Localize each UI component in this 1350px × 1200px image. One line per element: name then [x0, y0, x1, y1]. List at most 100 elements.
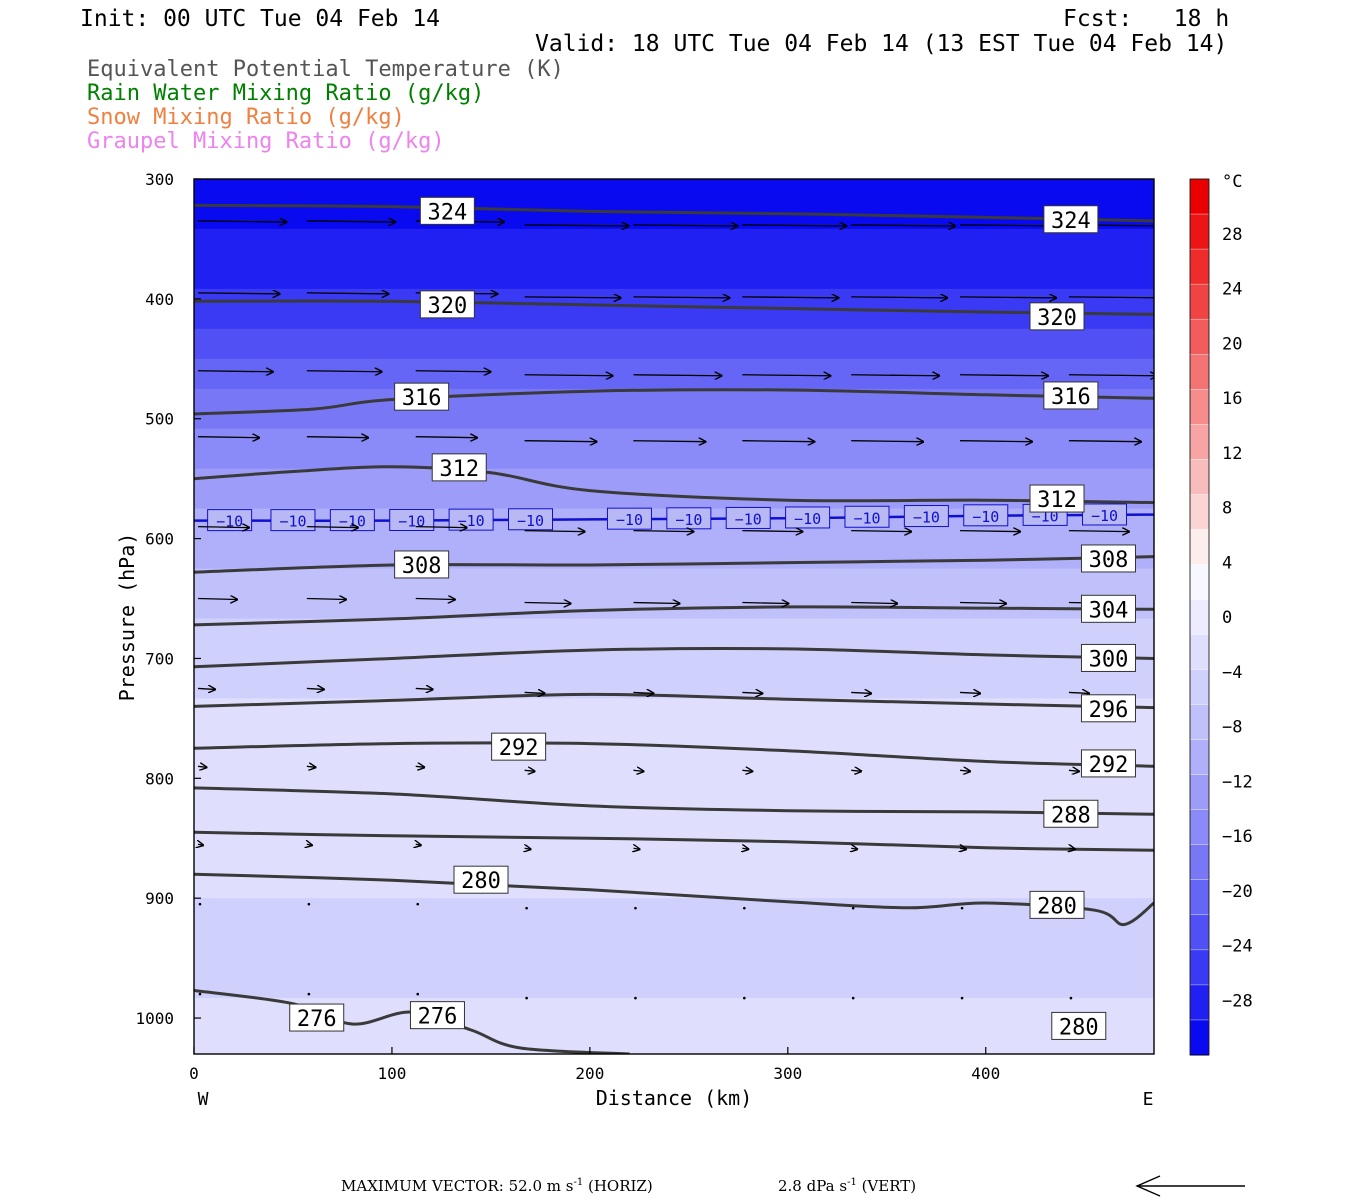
- wind-vector: [742, 225, 846, 226]
- theta-e-label: 304: [1089, 598, 1129, 623]
- theta-e-contour-308: [194, 555, 1154, 574]
- temperature-band: [194, 668, 1154, 680]
- wind-vector: [415, 371, 491, 372]
- theta-e-label: 324: [427, 200, 467, 225]
- east-label: E: [1143, 1089, 1154, 1110]
- wind-vector: [307, 902, 311, 906]
- theta-e-label-box: [289, 1003, 345, 1032]
- colorbar-tick-label: −28: [1222, 991, 1253, 1011]
- wind-vector: [742, 848, 748, 849]
- legend-rain-water: Rain Water Mixing Ratio (g/kg): [87, 81, 485, 106]
- theta-e-label: 276: [418, 1005, 458, 1030]
- wind-vector: [1068, 531, 1129, 532]
- temperature-band: [194, 498, 1154, 510]
- wind-vector: [198, 844, 203, 845]
- wind-vector: [960, 692, 980, 693]
- wind-vector: [851, 441, 923, 442]
- wind-vector: [633, 692, 653, 693]
- temperature-band: [194, 928, 1154, 939]
- theta-e-label-box: [1080, 749, 1136, 778]
- wind-vector: [960, 906, 964, 910]
- wind-vector: [743, 996, 746, 1000]
- isotherm-label: −10: [735, 510, 762, 528]
- temperature-band: [194, 648, 1154, 660]
- y-tick-label: 700: [145, 649, 174, 668]
- colorbar-swatch: [1189, 634, 1210, 671]
- wind-vector: [197, 293, 280, 294]
- wind-vector: [851, 603, 897, 604]
- temperature-band: [194, 848, 1154, 859]
- isotherm-label-box: [270, 509, 316, 532]
- wind-vector: [633, 770, 643, 771]
- wind-vector: [416, 902, 420, 906]
- colorbar-swatch: [1189, 564, 1210, 601]
- theta-e-label-box: [1029, 302, 1085, 331]
- colorbar-tick-label: 0: [1222, 608, 1232, 628]
- temperature-band: [194, 808, 1154, 820]
- west-label: W: [198, 1089, 209, 1110]
- theta-e-contour-316: [194, 388, 1154, 416]
- isotherm-label-box: [785, 506, 831, 529]
- wind-vector: [525, 906, 528, 910]
- wind-vector: [1068, 441, 1141, 442]
- wind-vector: [742, 441, 814, 442]
- temperature-band: [194, 358, 1154, 370]
- theta-e-contour-304: [194, 605, 1154, 627]
- colorbar-swatch: [1189, 844, 1210, 881]
- wind-vector: [307, 992, 311, 996]
- colorbar-tick-label: 12: [1222, 444, 1242, 464]
- wind-vector: [742, 297, 838, 298]
- theta-e-contour-312: [194, 465, 1154, 505]
- colorbar-swatch: [1189, 949, 1210, 986]
- theta-e-label: 280: [1059, 1015, 1099, 1040]
- temperature-band: [194, 578, 1154, 590]
- theta-e-contour-284: [194, 830, 1154, 852]
- temperature-band: [194, 179, 1154, 190]
- wind-vector: [416, 992, 420, 996]
- colorbar-tick-label: −8: [1222, 718, 1242, 738]
- colorbar-swatch: [1189, 248, 1210, 285]
- colorbar-tick-label: 16: [1222, 389, 1242, 409]
- theta-e-label: 300: [1089, 647, 1129, 672]
- colorbar-swatch: [1189, 178, 1210, 215]
- colorbar-tick-label: 20: [1222, 334, 1242, 354]
- colorbar-swatch: [1189, 459, 1210, 496]
- colorbar-tick-label: −4: [1222, 663, 1242, 683]
- footer-max-vector: MAXIMUM VECTOR: 52.0 m s-1 (HORIZ): [341, 1177, 653, 1195]
- theta-e-label: 292: [499, 736, 539, 761]
- wind-vector: [960, 848, 966, 849]
- colorbar-swatch: [1189, 704, 1210, 741]
- isotherm-label-box: [1082, 503, 1128, 526]
- wind-vector: [306, 221, 395, 222]
- isotherm-label: −10: [675, 511, 702, 529]
- wind-vector: [851, 297, 947, 298]
- y-tick-label: 400: [145, 290, 174, 309]
- colorbar-swatch: [1189, 1019, 1210, 1056]
- temperature-band: [194, 528, 1154, 540]
- theta-e-label: 320: [1037, 306, 1077, 331]
- wind-vector: [633, 441, 705, 442]
- temperature-band: [194, 678, 1154, 690]
- wind-vector: [633, 225, 737, 226]
- y-tick-label: 800: [145, 769, 174, 788]
- isotherm-label: −10: [339, 513, 366, 531]
- temperature-band: [194, 338, 1154, 350]
- temperature-band: [194, 938, 1154, 949]
- wind-vector: [306, 527, 358, 528]
- y-tick-label: 300: [145, 170, 174, 189]
- colorbar-unit: °C: [1222, 172, 1242, 192]
- isotherm-label: −10: [972, 508, 999, 526]
- wind-vector: [524, 375, 613, 376]
- wind-vector: [742, 692, 762, 693]
- wind-vector: [524, 225, 629, 226]
- wind-vector: [525, 996, 528, 1000]
- theta-e-label: 280: [461, 869, 501, 894]
- wind-vector: [851, 375, 939, 376]
- temperature-band: [194, 1048, 1154, 1054]
- wind-vector: [960, 375, 1048, 376]
- colorbar-tick-label: −16: [1222, 827, 1253, 847]
- wind-vector: [306, 766, 316, 767]
- colorbar-tick-label: 28: [1222, 225, 1242, 245]
- colorbar-swatch: [1189, 389, 1210, 426]
- theta-e-label: 316: [1051, 385, 1091, 410]
